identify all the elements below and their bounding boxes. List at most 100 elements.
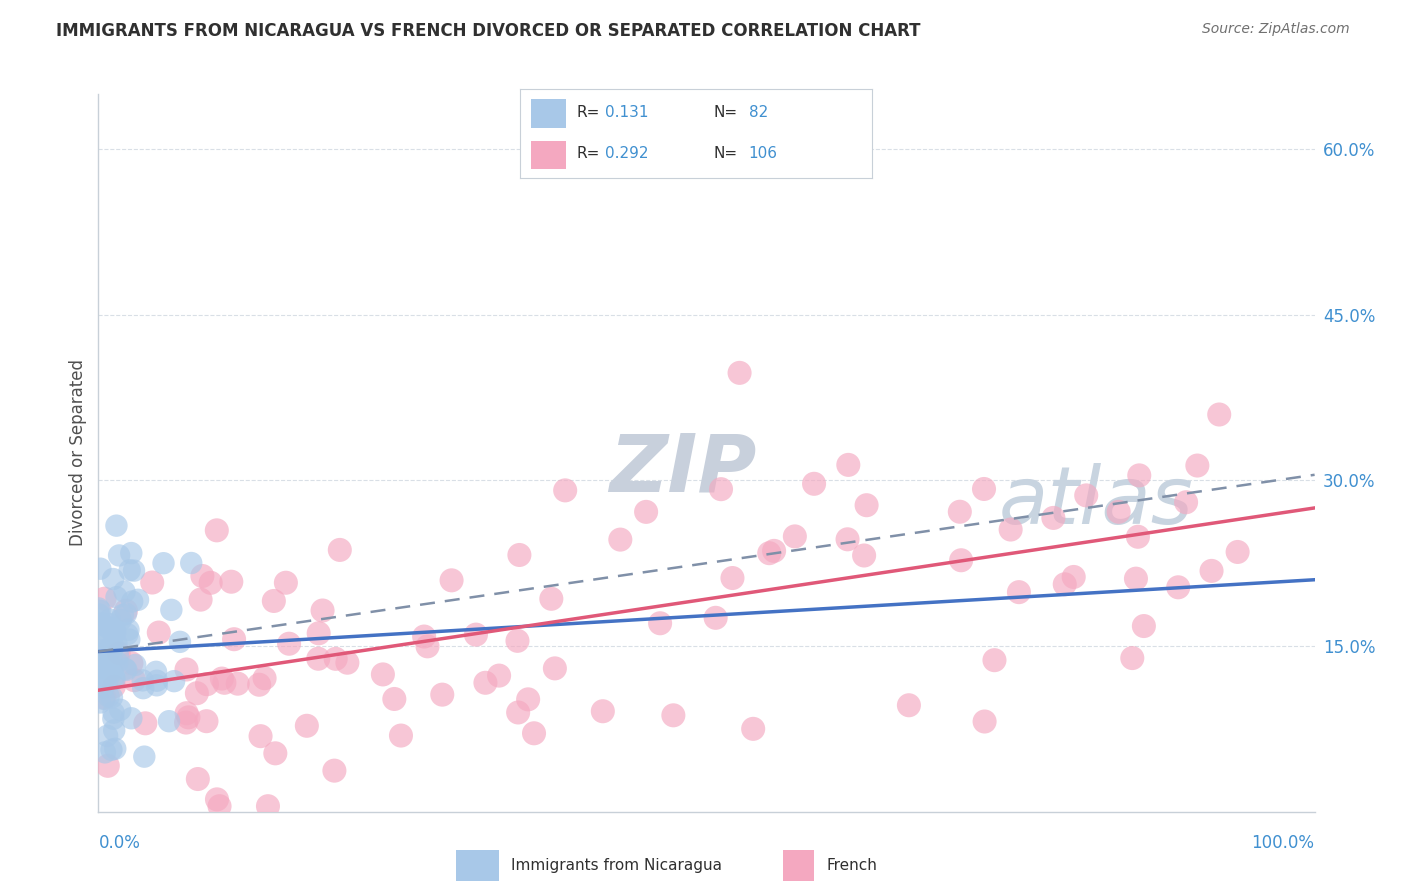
Text: French: French xyxy=(827,858,877,872)
Point xyxy=(336,656,359,670)
Point xyxy=(758,546,780,560)
Point xyxy=(1208,408,1230,422)
Text: R=: R= xyxy=(576,105,600,120)
Point xyxy=(1063,570,1085,584)
Point xyxy=(648,616,671,631)
Point xyxy=(506,633,529,648)
Point xyxy=(1042,511,1064,525)
Point xyxy=(111,607,134,622)
Point xyxy=(96,655,118,669)
Y-axis label: Divorced or Separated: Divorced or Separated xyxy=(69,359,87,546)
Point xyxy=(263,594,285,608)
Point xyxy=(1128,468,1150,483)
Point xyxy=(98,617,121,632)
Point xyxy=(131,673,153,688)
Point xyxy=(554,483,576,498)
Point xyxy=(544,661,567,675)
Point xyxy=(97,759,120,773)
Point xyxy=(105,655,128,669)
Bar xyxy=(783,849,814,881)
Point xyxy=(110,613,132,627)
Point xyxy=(983,653,1005,667)
Point xyxy=(104,741,127,756)
Point xyxy=(195,677,218,691)
Point xyxy=(100,642,122,657)
Point xyxy=(98,627,121,641)
Point xyxy=(98,621,121,635)
Point xyxy=(1133,619,1156,633)
Point xyxy=(253,671,276,685)
Text: N=: N= xyxy=(714,146,738,161)
Point xyxy=(89,562,111,576)
Point xyxy=(89,673,111,688)
Bar xyxy=(531,99,565,128)
Point xyxy=(120,657,142,671)
Point xyxy=(107,648,129,662)
Point xyxy=(160,603,183,617)
Point xyxy=(432,688,454,702)
Point xyxy=(145,678,167,692)
Point xyxy=(105,591,128,605)
Point xyxy=(222,632,245,647)
Point xyxy=(205,524,228,538)
Point xyxy=(307,651,329,665)
Point xyxy=(100,648,122,662)
Point xyxy=(134,716,156,731)
Point xyxy=(105,636,128,650)
Point xyxy=(124,657,146,672)
Point xyxy=(853,549,876,563)
Point xyxy=(117,623,139,637)
Point xyxy=(200,575,222,590)
Point xyxy=(115,663,138,677)
Point xyxy=(662,708,685,723)
Point xyxy=(152,556,174,570)
Point xyxy=(508,706,530,720)
Point xyxy=(249,729,271,743)
Point xyxy=(950,553,973,567)
Point xyxy=(371,667,394,681)
Point xyxy=(87,607,110,622)
Point xyxy=(163,674,186,689)
Text: R=: R= xyxy=(576,146,600,161)
Point xyxy=(90,617,112,632)
Text: Source: ZipAtlas.com: Source: ZipAtlas.com xyxy=(1202,22,1350,37)
Point xyxy=(134,749,156,764)
Point xyxy=(763,544,786,558)
Point xyxy=(295,719,318,733)
Point xyxy=(94,645,117,659)
Point xyxy=(91,680,114,694)
Point xyxy=(190,592,212,607)
Point xyxy=(1201,564,1223,578)
Point xyxy=(389,729,412,743)
Point xyxy=(973,482,995,496)
Point xyxy=(101,638,124,652)
Point xyxy=(110,703,132,717)
Point xyxy=(93,692,115,706)
Point xyxy=(97,690,120,704)
Point xyxy=(115,604,138,618)
Point xyxy=(221,574,243,589)
Point xyxy=(474,675,496,690)
Point xyxy=(103,712,125,726)
Text: 82: 82 xyxy=(749,105,768,120)
Point xyxy=(94,745,117,759)
Point xyxy=(90,648,112,662)
Point xyxy=(93,661,115,675)
Point xyxy=(100,743,122,757)
Point xyxy=(710,482,733,496)
Point xyxy=(89,604,111,618)
Point xyxy=(1187,458,1209,473)
Point xyxy=(115,607,138,621)
Point xyxy=(592,704,614,718)
Bar xyxy=(456,849,499,881)
Point xyxy=(1226,545,1249,559)
Point xyxy=(1121,651,1143,665)
Point xyxy=(523,726,546,740)
Point xyxy=(274,575,297,590)
Point xyxy=(211,672,233,686)
Point xyxy=(114,584,136,599)
Point xyxy=(488,668,510,682)
Point xyxy=(157,714,180,729)
Point xyxy=(96,729,118,743)
Text: IMMIGRANTS FROM NICARAGUA VS FRENCH DIVORCED OR SEPARATED CORRELATION CHART: IMMIGRANTS FROM NICARAGUA VS FRENCH DIVO… xyxy=(56,22,921,40)
